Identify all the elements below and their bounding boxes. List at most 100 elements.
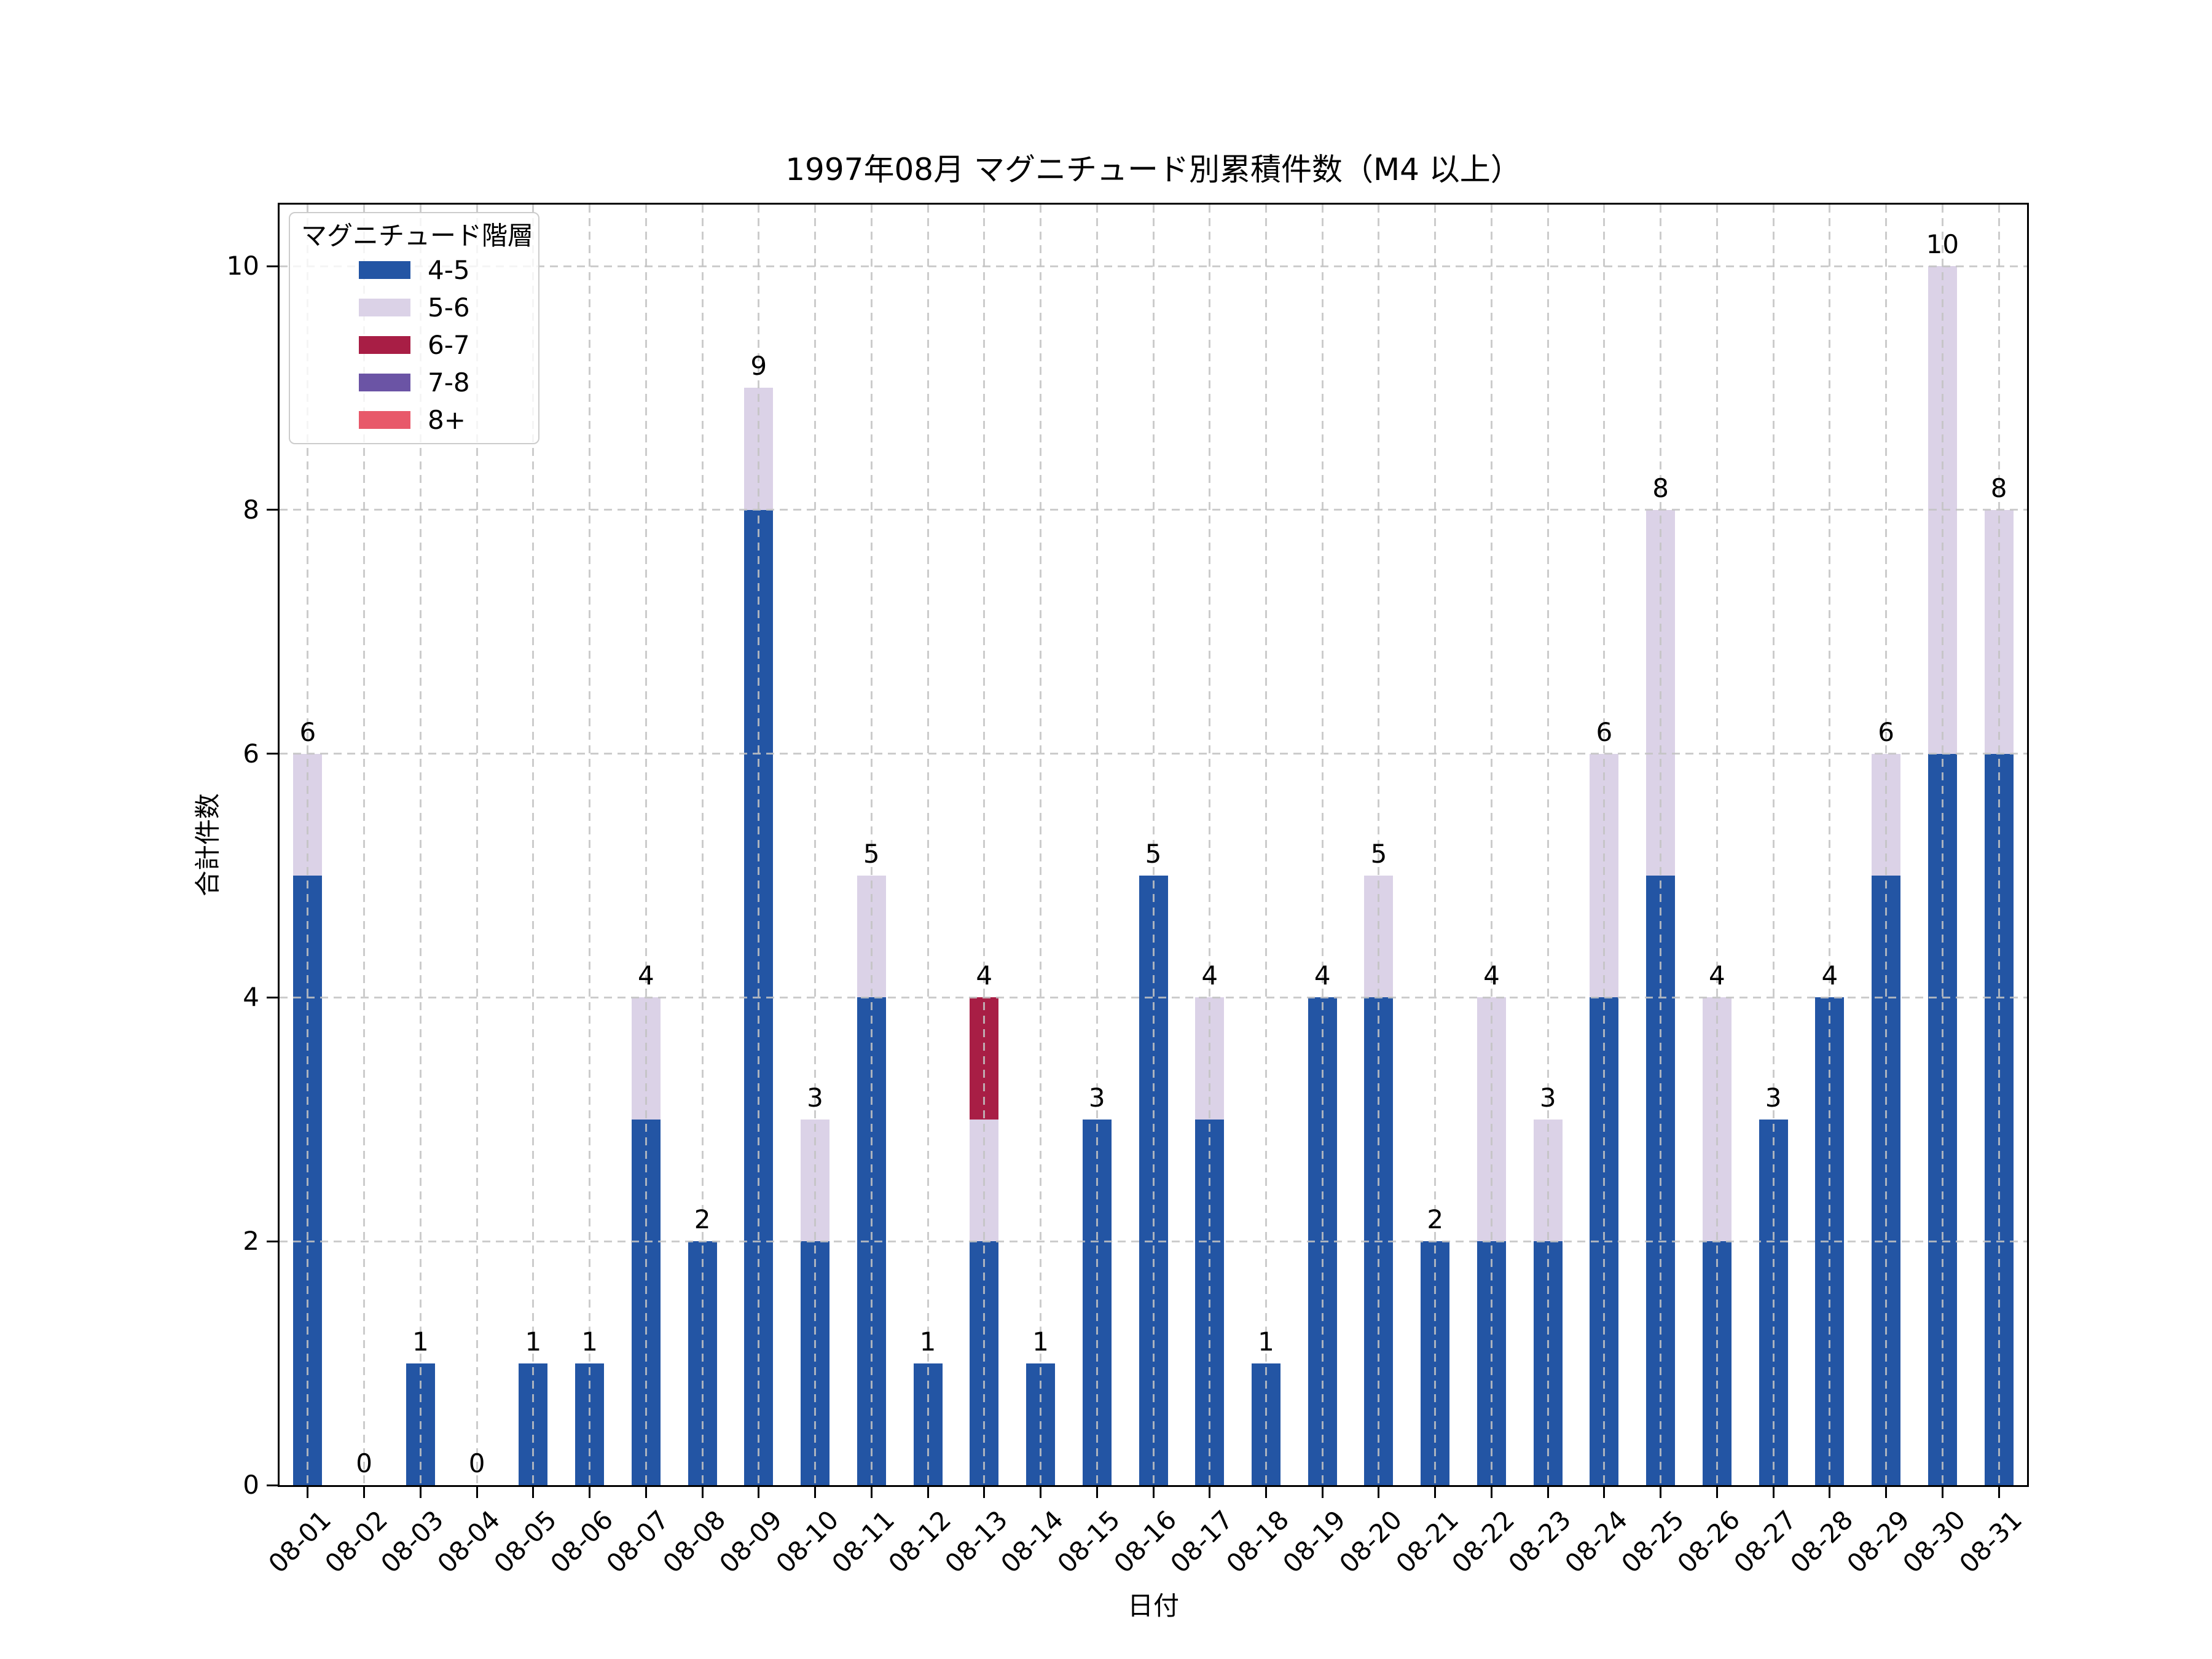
y-tick-label: 0 <box>243 1470 259 1500</box>
legend-entries: 4-5 5-6 6-7 7-8 8+ <box>290 251 538 439</box>
y-tick-mark <box>267 509 278 511</box>
vertical-gridline <box>532 205 535 1485</box>
plot-inner: 6 0 1 0 1 1 4 2 9 3 5 1 4 1 3 5 4 1 4 5 2 4 3 6 8 4 3 4 6 10 8 <box>280 205 2027 1485</box>
x-tick-label: 08-07 <box>600 1504 675 1579</box>
vertical-gridline <box>1603 205 1606 1485</box>
x-tick-label: 08-13 <box>939 1504 1014 1579</box>
bar-total-label: 4 <box>976 960 993 991</box>
legend-swatch-4-5 <box>359 261 410 279</box>
bar-total-label: 6 <box>1878 716 1895 747</box>
y-tick-mark <box>267 265 278 267</box>
x-tick-mark <box>814 1487 817 1498</box>
vertical-gridline <box>1152 205 1155 1485</box>
vertical-gridline <box>1265 205 1267 1485</box>
x-tick-mark <box>1941 1487 1943 1498</box>
y-tick-mark <box>267 753 278 755</box>
bar-total-label: 1 <box>581 1326 598 1357</box>
x-tick-mark <box>1265 1487 1267 1498</box>
x-tick-mark <box>1209 1487 1211 1498</box>
bar-total-label: 1 <box>1032 1326 1049 1357</box>
bar-total-label: 5 <box>1370 839 1387 869</box>
x-tick-label: 08-29 <box>1840 1504 1915 1579</box>
x-tick-mark <box>1152 1487 1155 1498</box>
legend-title: マグニチュード階層 <box>301 221 534 251</box>
bar-total-label: 2 <box>1427 1204 1444 1235</box>
x-tick-mark <box>363 1487 366 1498</box>
bar-total-label: 1 <box>412 1326 429 1357</box>
x-tick-label: 08-09 <box>713 1504 788 1579</box>
vertical-gridline <box>701 205 704 1485</box>
vertical-gridline <box>1660 205 1662 1485</box>
x-tick-mark <box>1603 1487 1606 1498</box>
x-tick-label: 08-20 <box>1333 1504 1408 1579</box>
x-tick-mark <box>532 1487 535 1498</box>
vertical-gridline <box>363 205 366 1485</box>
legend-swatch-8+ <box>359 411 410 429</box>
x-tick-label: 08-18 <box>1220 1504 1295 1579</box>
y-tick-mark <box>267 1484 278 1486</box>
x-tick-label: 08-04 <box>431 1504 506 1579</box>
bar-total-label: 6 <box>299 716 316 747</box>
bar-total-label: 0 <box>356 1448 372 1478</box>
x-tick-mark <box>1772 1487 1775 1498</box>
bar-total-label: 3 <box>1765 1082 1782 1113</box>
vertical-gridline <box>307 205 309 1485</box>
x-tick-mark <box>1378 1487 1380 1498</box>
bar-total-label: 4 <box>1314 960 1331 991</box>
x-tick-mark <box>870 1487 873 1498</box>
vertical-gridline <box>589 205 591 1485</box>
x-tick-mark <box>1998 1487 2000 1498</box>
bar-total-label: 1 <box>525 1326 542 1357</box>
bar-total-label: 3 <box>1088 1082 1105 1113</box>
vertical-gridline <box>1040 205 1042 1485</box>
y-tick-label: 4 <box>243 982 259 1013</box>
vertical-gridline <box>1490 205 1492 1485</box>
bar-total-label: 3 <box>1539 1082 1556 1113</box>
x-tick-mark <box>1547 1487 1549 1498</box>
vertical-gridline <box>870 205 873 1485</box>
vertical-gridline <box>1885 205 1888 1485</box>
legend-entry-label: 4-5 <box>428 254 470 285</box>
y-axis-label: 合計件数 <box>192 793 223 897</box>
x-tick-label: 08-23 <box>1502 1504 1577 1579</box>
bar-total-label: 4 <box>637 960 654 991</box>
vertical-gridline <box>645 205 647 1485</box>
x-tick-mark <box>1096 1487 1098 1498</box>
x-tick-mark <box>476 1487 478 1498</box>
legend-swatch-6-7 <box>359 336 410 354</box>
x-tick-label: 08-25 <box>1615 1504 1690 1579</box>
x-tick-mark <box>1040 1487 1042 1498</box>
bar-total-label: 4 <box>1201 960 1218 991</box>
bar-total-label: 5 <box>863 839 880 869</box>
legend-entry-4-5: 4-5 <box>290 251 538 289</box>
vertical-gridline <box>1998 205 2000 1485</box>
legend-entry-label: 5-6 <box>428 292 470 323</box>
vertical-gridline <box>983 205 986 1485</box>
plot-area: 6 0 1 0 1 1 4 2 9 3 5 1 4 1 3 5 4 1 4 5 2 4 3 6 8 4 3 4 6 10 8 <box>278 203 2029 1487</box>
x-tick-mark <box>1716 1487 1718 1498</box>
x-tick-mark <box>701 1487 704 1498</box>
y-tick-label: 10 <box>226 251 259 281</box>
vertical-gridline <box>419 205 422 1485</box>
x-tick-mark <box>307 1487 309 1498</box>
legend-swatch-7-8 <box>359 374 410 391</box>
vertical-gridline <box>1096 205 1098 1485</box>
vertical-gridline <box>1321 205 1324 1485</box>
y-tick-mark <box>267 996 278 998</box>
x-tick-label: 08-31 <box>1953 1504 2028 1579</box>
bar-total-label: 2 <box>694 1204 711 1235</box>
x-tick-label: 08-10 <box>769 1504 844 1579</box>
x-tick-label: 08-15 <box>1051 1504 1126 1579</box>
chart-title: 1997年08月 マグニチュード別累積件数（M4 以上） <box>785 152 1521 187</box>
vertical-gridline <box>1547 205 1549 1485</box>
x-tick-label: 08-14 <box>995 1504 1070 1579</box>
bar-total-label: 9 <box>750 351 767 382</box>
x-tick-label: 08-02 <box>318 1504 393 1579</box>
bar-total-label: 0 <box>468 1448 485 1478</box>
x-tick-label: 08-24 <box>1559 1504 1634 1579</box>
x-axis-label: 日付 <box>1127 1591 1180 1621</box>
x-tick-label: 08-26 <box>1671 1504 1746 1579</box>
legend-entry-label: 7-8 <box>428 367 470 398</box>
x-tick-label: 08-22 <box>1446 1504 1521 1579</box>
bar-total-label: 8 <box>1652 473 1669 503</box>
